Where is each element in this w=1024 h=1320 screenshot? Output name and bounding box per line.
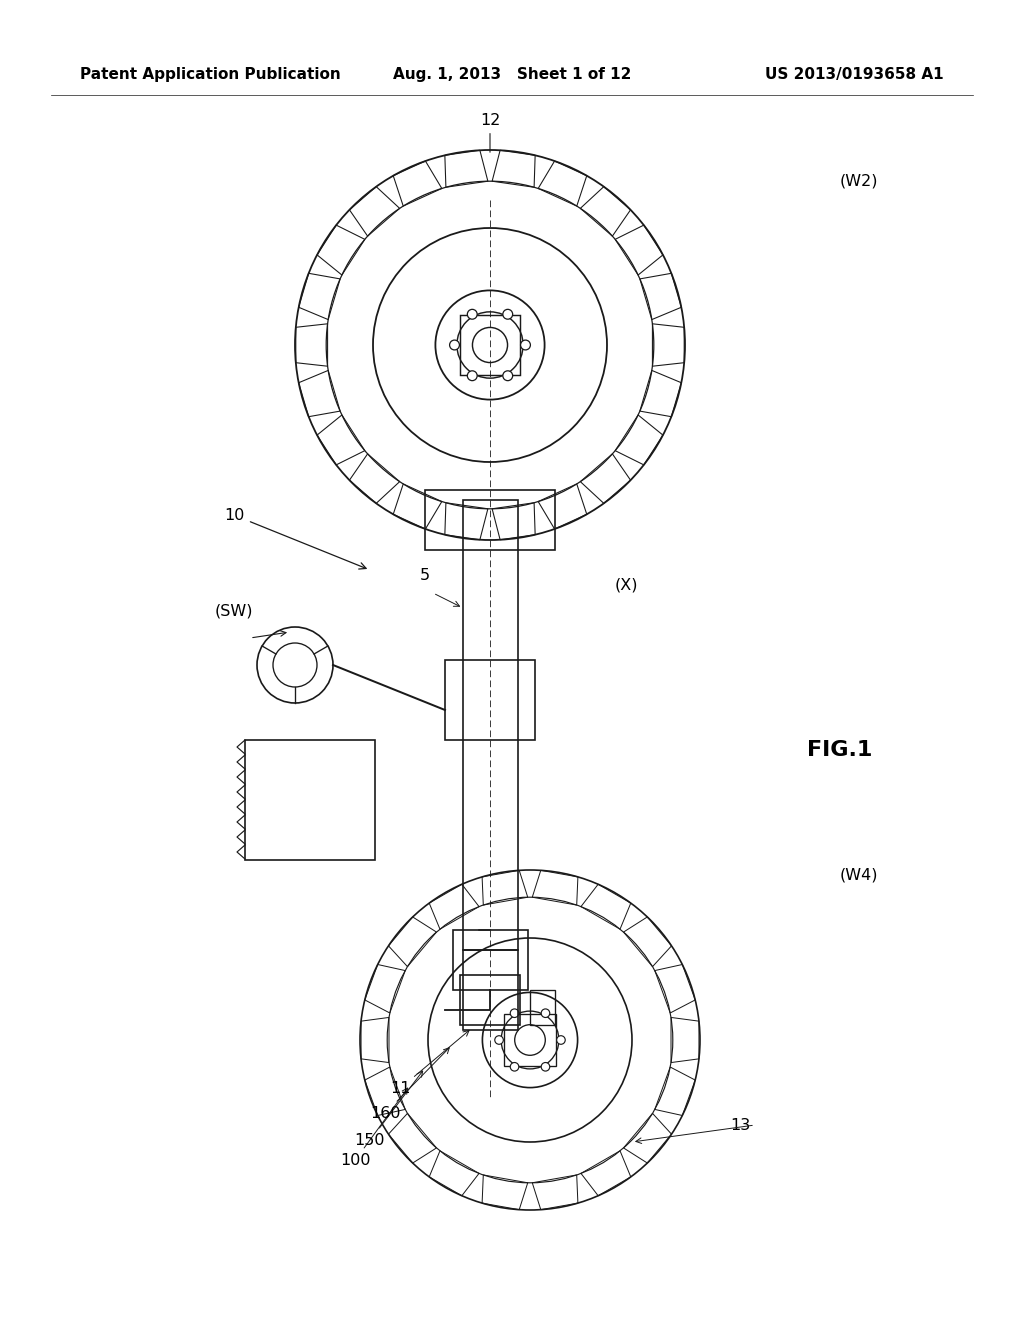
Bar [463, 950, 517, 1030]
Text: Aug. 1, 2013   Sheet 1 of 12: Aug. 1, 2013 Sheet 1 of 12 [393, 67, 631, 82]
Text: Patent Application Publication: Patent Application Publication [80, 67, 341, 82]
Bar [245, 741, 375, 861]
Text: 12: 12 [480, 114, 500, 152]
Bar [463, 500, 517, 950]
Text: 150: 150 [354, 1071, 423, 1148]
Bar [425, 490, 555, 550]
Text: (X): (X) [615, 578, 639, 593]
Text: (SW): (SW) [215, 603, 254, 618]
Text: (W4): (W4) [840, 869, 879, 883]
Circle shape [450, 341, 460, 350]
Text: 13: 13 [730, 1118, 751, 1133]
Circle shape [520, 341, 530, 350]
Bar [504, 1014, 556, 1067]
Bar [460, 975, 520, 1026]
Circle shape [557, 1036, 565, 1044]
Circle shape [503, 371, 513, 380]
Text: (W2): (W2) [840, 173, 879, 187]
Bar [530, 990, 555, 1026]
Text: 10: 10 [224, 508, 367, 569]
Circle shape [503, 309, 513, 319]
Bar [460, 315, 520, 375]
Text: 100: 100 [340, 1088, 408, 1168]
Text: FIG.1: FIG.1 [807, 741, 872, 760]
Text: 160: 160 [370, 1048, 450, 1121]
Circle shape [542, 1063, 550, 1071]
Circle shape [467, 309, 477, 319]
Circle shape [510, 1008, 519, 1018]
Text: US 2013/0193658 A1: US 2013/0193658 A1 [765, 67, 944, 82]
Circle shape [542, 1008, 550, 1018]
Circle shape [467, 371, 477, 380]
Bar [453, 931, 528, 990]
Circle shape [495, 1036, 504, 1044]
Text: 11: 11 [390, 1031, 469, 1096]
Circle shape [510, 1063, 519, 1071]
Bar [445, 660, 535, 741]
Text: 5: 5 [420, 568, 430, 583]
